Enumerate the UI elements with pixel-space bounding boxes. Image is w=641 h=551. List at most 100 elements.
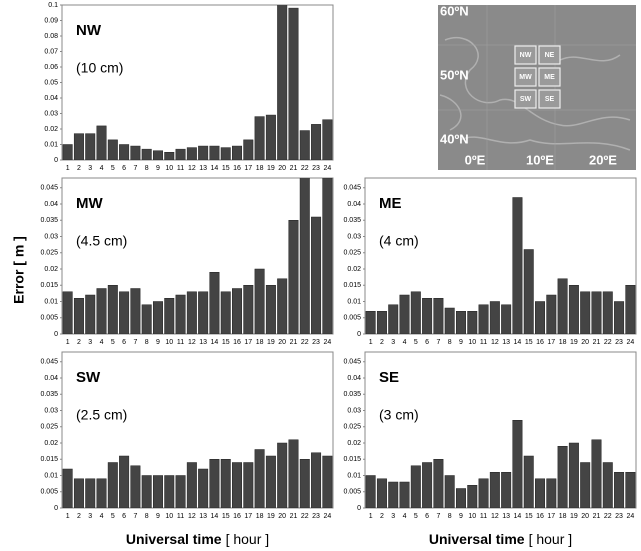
bar [277, 442, 288, 508]
bars [62, 178, 333, 334]
x-tick-label: 18 [256, 513, 264, 520]
bar [591, 291, 602, 334]
bar [311, 216, 322, 334]
x-tick-label: 5 [414, 339, 418, 346]
x-tick-label: 20 [581, 339, 589, 346]
x-tick-label: 15 [222, 165, 230, 172]
x-tick-label: 3 [88, 513, 92, 520]
bar [107, 462, 118, 508]
y-tick-label: 0.05 [44, 79, 58, 86]
y-tick-label: 0.015 [40, 456, 58, 463]
bar [557, 278, 568, 334]
bar [254, 268, 265, 334]
x-tick-label: 2 [380, 513, 384, 520]
plot-area [364, 177, 637, 335]
bar [299, 178, 310, 334]
bar [198, 468, 209, 508]
x-tick-label: 19 [267, 165, 275, 172]
x-tick-label: 9 [156, 513, 160, 520]
bar [85, 133, 96, 160]
x-tick-label: 21 [290, 165, 298, 172]
bar [107, 139, 118, 160]
panel-subtitle: (10 cm) [76, 60, 123, 76]
x-tick-label: 19 [267, 339, 275, 346]
y-tick-label: 0.01 [44, 298, 58, 305]
bar [523, 455, 534, 508]
bar [580, 462, 591, 508]
y-tick-label: 0.035 [343, 217, 361, 224]
bar [444, 307, 455, 334]
y-tick-label: 0.01 [347, 472, 361, 479]
bar [62, 291, 73, 334]
y-tick-label: 0.005 [343, 489, 361, 496]
x-tick-label: 11 [177, 165, 184, 172]
y-tick-label: 0.045 [343, 359, 361, 366]
x-tick-label: 16 [233, 339, 241, 346]
x-tick-label: 18 [256, 165, 264, 172]
y-tick-label: 0.015 [343, 282, 361, 289]
x-tick-label: 23 [615, 339, 623, 346]
bar [501, 304, 512, 334]
y-tick-label: 0.03 [347, 233, 361, 240]
bar [232, 462, 243, 508]
x-tick-label: 1 [66, 339, 70, 346]
bar [433, 298, 444, 334]
x-tick-label: 16 [233, 165, 241, 172]
bar [85, 294, 96, 334]
x-tick-label: 11 [480, 513, 487, 520]
bar [602, 462, 613, 508]
x-axis-label: Universal time [429, 531, 525, 547]
coastline [439, 37, 631, 151]
bar [422, 462, 433, 508]
bar [535, 478, 546, 508]
bar [311, 124, 322, 160]
x-tick-label: 3 [88, 165, 92, 172]
x-tick-label: 12 [188, 339, 196, 346]
x-tick-label: 13 [199, 165, 207, 172]
bar [198, 145, 209, 160]
bar [265, 455, 276, 508]
x-tick-label: 1 [369, 339, 373, 346]
x-axis-title: Universal time[ hour ] [429, 531, 572, 547]
bar [62, 468, 73, 508]
x-tick-label: 7 [436, 513, 440, 520]
x-tick-label: 10 [165, 165, 173, 172]
region-box [538, 45, 561, 65]
x-tick-label: 24 [323, 339, 331, 346]
bar [376, 311, 387, 334]
bar [512, 420, 523, 508]
panel-subtitle: (3 cm) [379, 407, 419, 423]
x-tick-label: 6 [425, 339, 429, 346]
y-tick-label: 0.025 [40, 250, 58, 257]
x-tick-label: 9 [156, 339, 160, 346]
x-tick-label: 14 [211, 339, 219, 346]
y-tick-label: 0.005 [343, 315, 361, 322]
panel-title: SE [379, 369, 399, 386]
x-tick-label: 11 [177, 513, 184, 520]
x-tick-label: 9 [459, 513, 463, 520]
x-tick-label: 6 [425, 513, 429, 520]
y-tick-label: 0.045 [343, 185, 361, 192]
region-box [514, 89, 537, 109]
bar [96, 478, 107, 508]
x-tick-label: 23 [312, 513, 320, 520]
x-tick-label: 15 [525, 339, 533, 346]
bar [220, 147, 231, 160]
bar [164, 298, 175, 334]
bar [186, 462, 197, 508]
bar [164, 152, 175, 160]
bar [478, 478, 489, 508]
x-tick-label: 22 [604, 339, 612, 346]
bar [299, 130, 310, 160]
lon-label: 0ºE [465, 152, 486, 167]
bar [478, 304, 489, 334]
x-tick-label: 6 [122, 165, 126, 172]
panel-subtitle: (2.5 cm) [76, 407, 127, 423]
bar [535, 301, 546, 334]
x-tick-label: 22 [604, 513, 612, 520]
x-tick-label: 17 [547, 339, 555, 346]
lat-label: 60ºN [440, 3, 469, 18]
bar [568, 442, 579, 508]
y-tick-label: 0.03 [347, 407, 361, 414]
x-tick-label: 5 [111, 339, 115, 346]
